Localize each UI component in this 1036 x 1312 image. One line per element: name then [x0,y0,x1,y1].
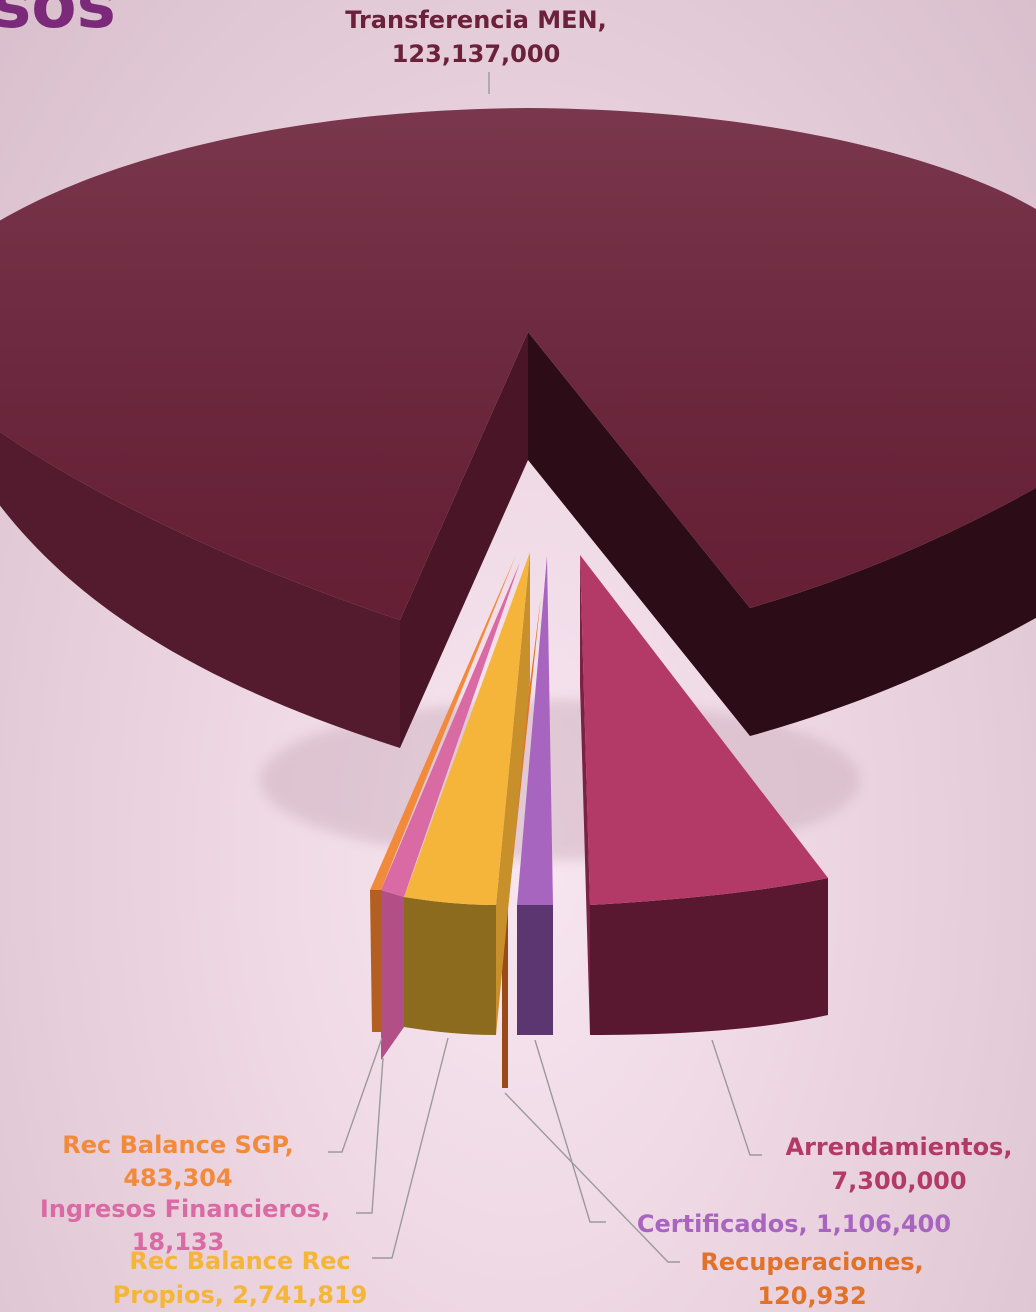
slice-certificados-top [517,556,553,905]
slice-arrendamientos [580,555,828,1035]
label-transferencia-value: 123,137,000 [392,40,561,68]
slice-transferencia-men-sheen [0,108,1036,620]
leader-line-arrendamientos [711,1039,762,1156]
label-arrendamientos-name: Arrendamientos, [786,1133,1013,1161]
page-title: sos [0,0,116,43]
label-rec-balance-sgp-name: Rec Balance SGP, [62,1131,293,1159]
slice-transferencia-men-side-right [750,487,1036,736]
slice-rec-balance-rec-propios-top [404,552,530,905]
slice-arrendamientos-top [580,555,828,905]
slice-certificados-side [517,905,553,1035]
slice-transferencia-men-cut-left [400,332,528,748]
leader-line-certificados [534,1039,606,1223]
leader-line-ingresos [356,1057,384,1214]
leader-lines [328,72,762,1263]
label-rec-balance-rec-name: Rec Balance Rec [129,1247,350,1275]
label-certificados: Certificados, 1,106,400 [637,1210,951,1238]
label-rec-balance-rec-value: Propios, 2,741,819 [113,1281,368,1309]
leader-line-sgp [328,1037,383,1153]
label-rec-balance-sgp-value: 483,304 [123,1164,232,1192]
slice-ingresos-financieros-top [381,562,520,897]
slice-rec-balance-sgp [370,555,516,1032]
slice-transferencia-men [0,108,1036,748]
leader-line-rec-balance-rec [372,1037,449,1259]
slice-arrendamientos-inner-wall [580,555,590,1035]
slice-arrendamientos-side [590,878,828,1035]
slice-ingresos-financieros [381,562,520,1060]
slice-rec-balance-sgp-side [370,890,381,1032]
slice-rec-balance-rec-propios-side [404,897,496,1035]
leader-line-recuperaciones [504,1092,680,1263]
label-recuperaciones-value: 120,932 [757,1282,866,1310]
label-transferencia-name: Transferencia MEN, [345,6,607,34]
data-labels: Transferencia MEN, 123,137,000 Arrendami… [40,6,1013,1310]
label-ingresos-financieros-value: 18,133 [132,1228,225,1256]
label-recuperaciones-name: Recuperaciones, [700,1248,923,1276]
slice-ingresos-financieros-side [381,890,404,1060]
slice-transferencia-men-side-left [0,431,400,748]
slice-certificados [517,556,553,1035]
slice-rec-balance-rec-propios [404,552,530,1035]
label-ingresos-financieros-name: Ingresos Financieros, [40,1195,330,1223]
slice-rec-balance-rec-propios-inner-wall [496,552,530,1035]
slice-rec-balance-sgp-top [370,555,516,890]
slice-transferencia-men-cut-right [528,332,750,736]
label-arrendamientos-value: 7,300,000 [831,1167,966,1195]
